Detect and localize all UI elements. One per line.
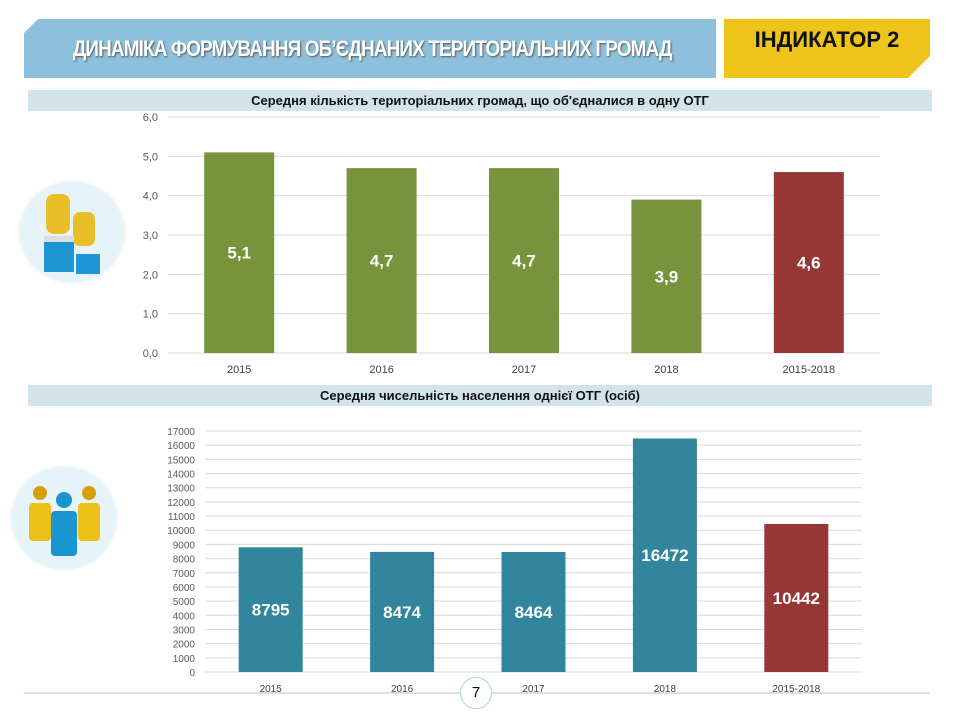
bar: [773, 172, 844, 353]
bar: [489, 168, 559, 353]
y-tick-label: 6000: [173, 583, 196, 594]
page-title-bar: ДИНАМІКА ФОРМУВАННЯ ОБ’ЄДНАНИХ ТЕРИТОРІА…: [24, 19, 716, 78]
data-label: 4,7: [370, 252, 394, 271]
y-tick-label: 7000: [173, 569, 196, 580]
y-tick-label: 4000: [173, 611, 196, 622]
bar: [631, 199, 702, 353]
y-tick-label: 2000: [173, 640, 196, 651]
y-tick-label: 0: [189, 668, 195, 679]
x-tick-label: 2017: [522, 684, 545, 695]
y-tick-label: 15000: [167, 455, 195, 466]
y-tick-label: 12000: [167, 498, 195, 509]
y-tick-label: 11000: [168, 512, 196, 523]
bar: [370, 551, 435, 672]
chart1-title: Середня кількість територіальних громад,…: [28, 90, 932, 111]
x-tick-label: 2016: [391, 684, 414, 695]
y-tick-label: 13000: [167, 484, 195, 495]
data-label: 8795: [252, 601, 290, 620]
page-number: 7: [460, 677, 492, 709]
x-tick-label: 2018: [654, 684, 677, 695]
data-label: 5,1: [227, 244, 251, 263]
chart2-title: Середня чисельність населення однієї ОТГ…: [28, 385, 932, 406]
x-tick-label: 2017: [512, 364, 536, 376]
y-tick-label: 6,0: [143, 112, 158, 124]
x-tick-label: 2015-2018: [772, 684, 820, 695]
page-title: ДИНАМІКА ФОРМУВАННЯ ОБ’ЄДНАНИХ ТЕРИТОРІА…: [72, 36, 673, 61]
indicator-badge: ІНДИКАТОР 2: [724, 19, 930, 78]
y-tick-label: 14000: [167, 470, 195, 481]
data-label: 8474: [383, 603, 421, 622]
y-tick-label: 5000: [173, 597, 196, 608]
y-tick-label: 2,0: [143, 269, 158, 281]
y-tick-label: 5,0: [143, 151, 158, 163]
bar: [632, 438, 697, 672]
bar: [764, 523, 829, 672]
y-tick-label: 4,0: [143, 191, 158, 203]
x-tick-label: 2015: [227, 364, 251, 376]
y-tick-label: 10000: [167, 526, 195, 537]
y-tick-label: 1,0: [143, 309, 158, 321]
y-tick-label: 17000: [167, 427, 195, 438]
y-tick-label: 3000: [173, 625, 196, 636]
data-label: 8464: [515, 603, 553, 622]
y-tick-label: 16000: [167, 441, 195, 452]
data-label: 4,7: [512, 252, 536, 271]
bar: [238, 547, 303, 672]
y-tick-label: 3,0: [143, 230, 158, 242]
raised-hands-icon: [18, 180, 126, 284]
data-label: 10442: [773, 589, 820, 608]
bar: [204, 152, 275, 353]
x-tick-label: 2015-2018: [782, 364, 835, 376]
x-tick-label: 2016: [369, 364, 393, 376]
x-tick-label: 2015: [260, 684, 283, 695]
data-label: 4,6: [797, 254, 821, 273]
data-label: 16472: [641, 546, 688, 565]
x-tick-label: 2018: [654, 364, 678, 376]
y-tick-label: 0,0: [143, 348, 158, 360]
people-group-icon: [10, 465, 118, 571]
y-tick-label: 8000: [173, 555, 196, 566]
bar: [501, 552, 566, 672]
data-label: 3,9: [655, 267, 679, 286]
bar: [346, 168, 417, 353]
y-tick-label: 1000: [173, 654, 196, 665]
y-tick-label: 9000: [173, 540, 196, 551]
